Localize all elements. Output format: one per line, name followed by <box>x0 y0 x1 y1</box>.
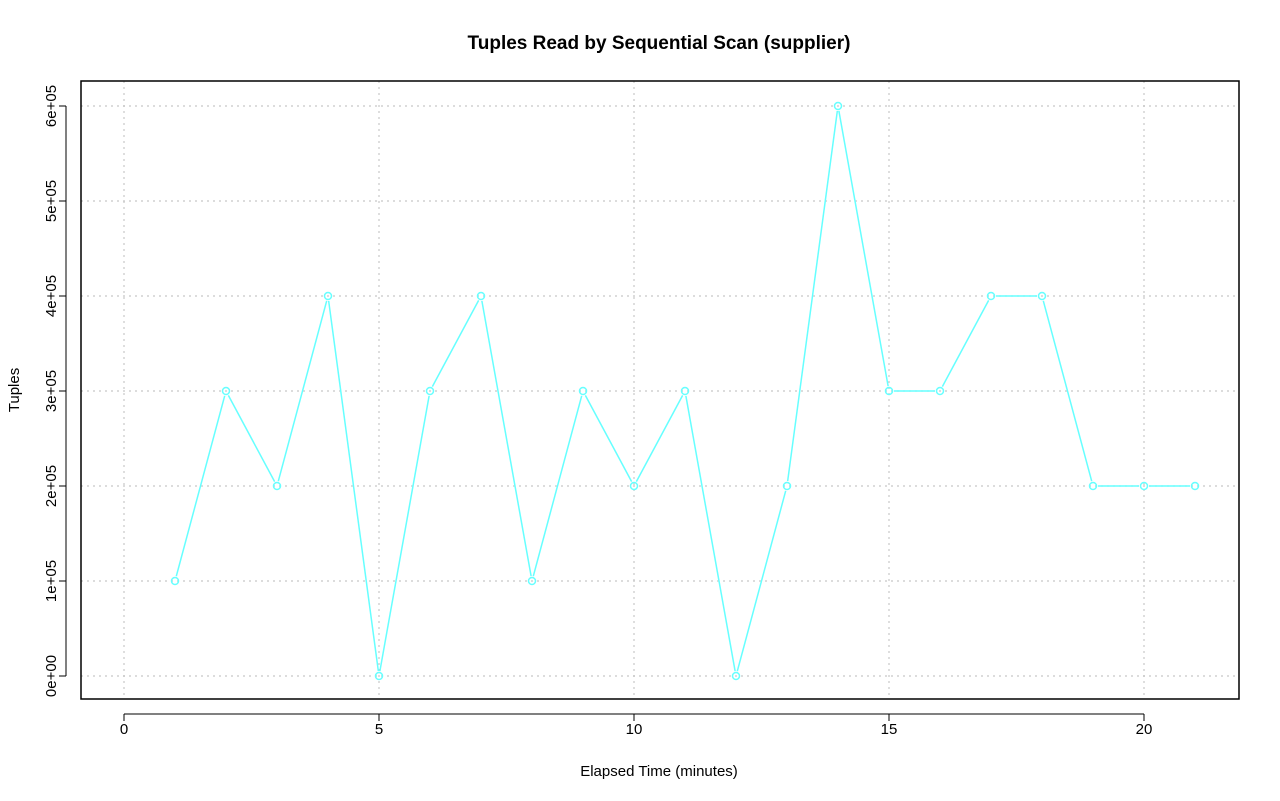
series-line-segment <box>635 395 684 482</box>
x-tick-label: 0 <box>120 721 128 738</box>
data-point <box>629 481 639 491</box>
series-line-segment <box>1042 300 1093 482</box>
data-point <box>782 481 792 491</box>
data-point <box>221 386 231 396</box>
series-line-segment <box>379 395 430 672</box>
series-line-segment <box>584 395 633 482</box>
data-point <box>1139 481 1149 491</box>
series-group <box>170 101 1200 681</box>
y-tick-label: 4e+05 <box>43 275 60 317</box>
data-point <box>680 386 690 396</box>
series-line-segment <box>277 300 328 482</box>
data-point <box>833 101 843 111</box>
data-point <box>272 481 282 491</box>
y-tick-label: 6e+05 <box>43 85 60 127</box>
series-line-segment <box>481 300 532 577</box>
x-tick-label: 10 <box>626 721 643 738</box>
series-line-segment <box>685 395 736 672</box>
y-tick-label: 3e+05 <box>43 370 60 412</box>
x-axis: 0 5 10 15 20 <box>120 713 1153 738</box>
grid <box>81 81 1239 699</box>
chart-title: Tuples Read by Sequential Scan (supplier… <box>468 33 851 54</box>
data-point <box>425 386 435 396</box>
data-point <box>374 671 384 681</box>
y-tick-label: 5e+05 <box>43 180 60 222</box>
series-line-segment <box>838 110 889 387</box>
data-point <box>476 291 486 301</box>
series-line-segment <box>175 395 226 577</box>
x-tick-label: 15 <box>881 721 898 738</box>
series-line-segment <box>431 300 480 387</box>
y-axis-label: Tuples <box>6 368 23 412</box>
data-point <box>323 291 333 301</box>
x-tick-label: 5 <box>375 721 383 738</box>
data-point <box>935 386 945 396</box>
y-tick-label: 0e+00 <box>43 655 60 697</box>
y-tick-label: 1e+05 <box>43 560 60 602</box>
data-point <box>731 671 741 681</box>
x-axis-label: Elapsed Time (minutes) <box>580 763 738 780</box>
series-line-segment <box>532 395 583 577</box>
series-line-segment <box>227 395 276 482</box>
data-point <box>1190 481 1200 491</box>
y-tick-label: 2e+05 <box>43 465 60 507</box>
series-line-segment <box>786 110 839 482</box>
data-point <box>578 386 588 396</box>
series-line-segment <box>941 300 990 387</box>
data-point <box>986 291 996 301</box>
plot-area-border <box>80 80 1240 700</box>
data-point <box>527 576 537 586</box>
data-point <box>884 386 894 396</box>
data-point <box>170 576 180 586</box>
data-point <box>1037 291 1047 301</box>
data-point <box>1088 481 1098 491</box>
series-line-segment <box>736 490 787 672</box>
x-tick-label: 20 <box>1136 721 1153 738</box>
y-axis: 0e+00 1e+05 2e+05 3e+05 4e+05 5e+05 6e+05 <box>43 85 67 697</box>
series-line-segment <box>327 300 380 672</box>
